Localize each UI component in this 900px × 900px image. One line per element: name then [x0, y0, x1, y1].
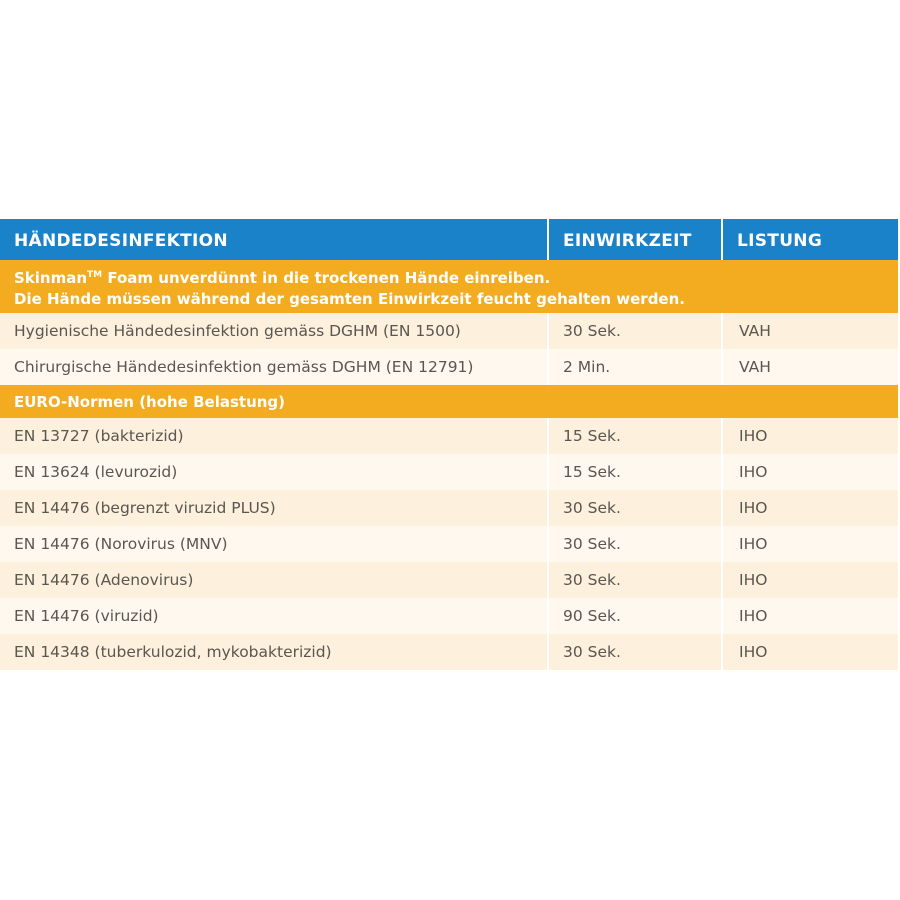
table-row: Chirurgische Händedesinfektion gemäss DG…: [0, 349, 898, 385]
disinfection-table: HÄNDEDESINFEKTION EINWIRKZEIT LISTUNG Sk…: [0, 219, 898, 670]
header-einwirkzeit: EINWIRKZEIT: [549, 219, 723, 260]
row-name: EN 14348 (tuberkulozid, mykobakterizid): [0, 634, 549, 670]
section-euro-normen: EURO-Normen (hohe Belastung): [0, 385, 898, 418]
row-name: EN 14476 (begrenzt viruzid PLUS): [0, 490, 549, 526]
row-name: EN 14476 (Norovirus (MNV): [0, 526, 549, 562]
table-row: EN 14348 (tuberkulozid, mykobakterizid) …: [0, 634, 898, 670]
section-instruction-line1: SkinmanTM Foam unverdünnt in die trocken…: [14, 269, 551, 287]
table-row: EN 14476 (begrenzt viruzid PLUS) 30 Sek.…: [0, 490, 898, 526]
row-time: 15 Sek.: [549, 454, 723, 490]
row-listing: IHO: [739, 535, 768, 553]
table-row: EN 14476 (Adenovirus) 30 Sek. IHO: [0, 562, 898, 598]
row-time: 30 Sek.: [549, 490, 723, 526]
row-name: EN 14476 (Adenovirus): [0, 562, 549, 598]
row-listing: IHO: [739, 427, 768, 445]
section-instruction-line2: Die Hände müssen während der gesamten Ei…: [14, 290, 685, 308]
row-time: 30 Sek.: [549, 526, 723, 562]
row-listing: IHO: [739, 463, 768, 481]
row-listing: IHO: [739, 571, 768, 589]
header-haendedesinfektion: HÄNDEDESINFEKTION: [0, 219, 549, 260]
table-row: EN 13727 (bakterizid) 15 Sek. IHO: [0, 418, 898, 454]
table-row: EN 14476 (Norovirus (MNV) 30 Sek. IHO: [0, 526, 898, 562]
row-time: 30 Sek.: [549, 313, 723, 349]
row-name: EN 14476 (viruzid): [0, 598, 549, 634]
header-listung: LISTUNG: [737, 230, 823, 251]
row-name: EN 13624 (levurozid): [0, 454, 549, 490]
row-name: EN 13727 (bakterizid): [0, 418, 549, 454]
table-header: HÄNDEDESINFEKTION EINWIRKZEIT LISTUNG: [0, 219, 898, 260]
row-name: Chirurgische Händedesinfektion gemäss DG…: [0, 349, 549, 385]
section-skinman-instructions: SkinmanTM Foam unverdünnt in die trocken…: [0, 260, 898, 313]
section-euro-normen-title: EURO-Normen (hohe Belastung): [14, 392, 286, 411]
row-listing: IHO: [739, 643, 768, 661]
row-time: 15 Sek.: [549, 418, 723, 454]
row-listing: VAH: [739, 322, 771, 340]
row-listing: IHO: [739, 607, 768, 625]
row-time: 2 Min.: [549, 349, 723, 385]
row-listing: IHO: [739, 499, 768, 517]
row-time: 90 Sek.: [549, 598, 723, 634]
table-row: EN 14476 (viruzid) 90 Sek. IHO: [0, 598, 898, 634]
table-row: Hygienische Händedesinfektion gemäss DGH…: [0, 313, 898, 349]
row-listing: VAH: [739, 358, 771, 376]
row-time: 30 Sek.: [549, 634, 723, 670]
row-time: 30 Sek.: [549, 562, 723, 598]
table-row: EN 13624 (levurozid) 15 Sek. IHO: [0, 454, 898, 490]
row-name: Hygienische Händedesinfektion gemäss DGH…: [0, 313, 549, 349]
